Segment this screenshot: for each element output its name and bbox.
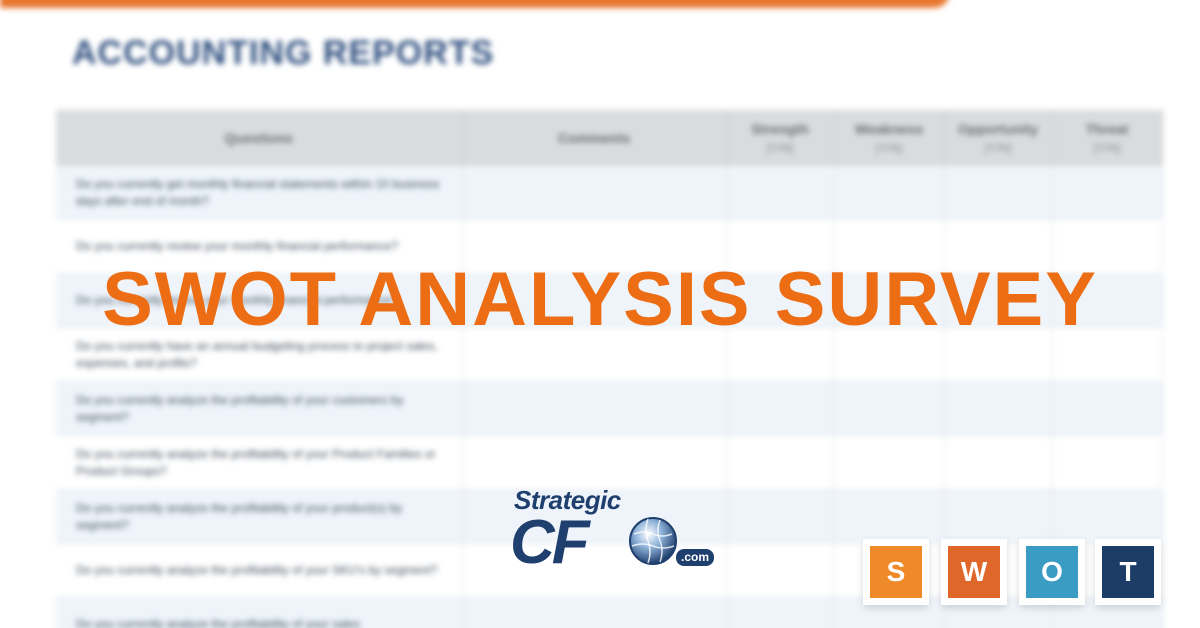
header-strength: Strength [Y/N] [726, 110, 835, 166]
swot-tile-t: T [1102, 546, 1154, 598]
question-cell: Do you currently review your monthly fin… [56, 273, 463, 328]
question-cell: Do you currently analyze the profitabili… [56, 435, 463, 490]
table-row: Do you currently review your monthly fin… [56, 219, 1163, 274]
table-row: Do you currently analyze the profitabili… [56, 435, 1163, 490]
logo-strategic-text: Strategic [514, 485, 621, 515]
question-cell: Do you currently have an annual budgetin… [56, 327, 463, 382]
question-cell: Do you currently get monthly financial s… [56, 166, 463, 220]
swot-tile-s: S [870, 546, 922, 598]
headline: SWOT ANALYSIS SURVEY [102, 257, 1098, 342]
logo-cfo-text: CF [510, 508, 590, 577]
table-header-row: Questions Comments Strength [Y/N] Weaknes… [56, 110, 1163, 166]
document-title: ACCOUNTING REPORTS [72, 34, 495, 72]
header-comments: Comments [462, 110, 727, 166]
swot-tile-o: O [1026, 546, 1078, 598]
header-weakness: Weakness [Y/N] [834, 110, 945, 166]
question-cell: Do you currently analyze the profitabili… [56, 489, 463, 544]
table-row: Do you currently review your monthly fin… [56, 273, 1163, 328]
table-row: Do you currently have an annual budgetin… [56, 327, 1163, 382]
strategic-cfo-logo[interactable]: Strategic CF .com [510, 485, 720, 577]
swot-tiles: S W O T [860, 540, 1160, 610]
question-cell: Do you currently analyze the profitabili… [56, 543, 463, 598]
orange-top-rule [0, 0, 950, 8]
question-cell: Do you currently review your monthly fin… [56, 219, 463, 274]
header-threat: Threat [Y/N] [1052, 110, 1163, 166]
puzzle-globe-icon [629, 517, 677, 565]
table-row: Do you currently get monthly financial s… [56, 166, 1163, 220]
table-row: Do you currently analyze the profitabili… [56, 597, 1163, 628]
swot-tile-w: W [948, 546, 1000, 598]
question-cell: Do you currently analyze the profitabili… [56, 597, 463, 628]
table-row: Do you currently analyze the profitabili… [56, 381, 1163, 436]
table-row: Do you currently analyze the profitabili… [56, 489, 1163, 544]
question-cell: Do you currently analyze the profitabili… [56, 381, 463, 436]
header-opportunity: Opportunity [Y/N] [944, 110, 1053, 166]
logo-dotcom-badge: .com [676, 549, 715, 566]
survey-table: Questions Comments Strength [Y/N] Weaknes… [56, 110, 1163, 628]
header-questions: Questions [56, 110, 463, 166]
